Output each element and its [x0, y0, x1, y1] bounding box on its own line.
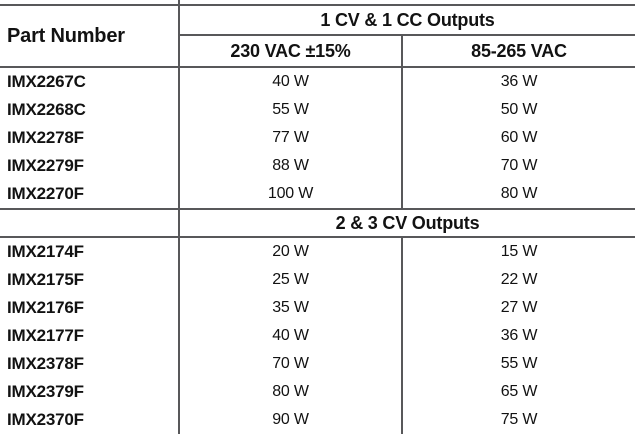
part-number-cell: IMX2278F [0, 124, 180, 152]
col-header-part-number: Part Number [0, 6, 180, 68]
column-divider-tick [178, 0, 180, 6]
watt-85-265vac-cell: 15 W [500, 243, 538, 260]
watt-85-265vac-cell: 80 W [500, 185, 538, 202]
watt-230vac-cell: 88 W [180, 152, 403, 180]
part-number-cell: IMX2268C [0, 96, 180, 124]
power-output-table: Part Number 1 CV & 1 CC Outputs 230 VAC … [0, 0, 635, 434]
watt-85-265vac-cell: 36 W [500, 73, 538, 90]
part-number-cell: IMX2267C [0, 68, 180, 96]
watt-85-265vac-cell: 36 W [500, 327, 538, 344]
watt-85-265vac-cell: 50 W [500, 101, 538, 118]
watt-85-265vac-cell: 60 W [500, 129, 538, 146]
part-number-cell: IMX2177F [0, 322, 180, 350]
col-header-230-vac: 230 VAC ±15% [180, 36, 403, 68]
part-number-cell: IMX2370F [0, 406, 180, 434]
part-number-cell: IMX2378F [0, 350, 180, 378]
watt-85-265vac-cell: 22 W [500, 271, 538, 288]
watt-85-265vac-cell: 65 W [500, 383, 538, 400]
watt-85-265vac-cell: 75 W [500, 411, 538, 428]
part-number-cell: IMX2379F [0, 378, 180, 406]
watt-230vac-cell: 40 W [180, 322, 403, 350]
watt-230vac-cell: 100 W [180, 180, 403, 208]
watt-85-265vac-cell: 55 W [500, 355, 538, 372]
group-header-1cv-1cc-outputs: 1 CV & 1 CC Outputs [180, 6, 635, 36]
section-header-spacer [0, 208, 180, 238]
watt-230vac-cell: 80 W [180, 378, 403, 406]
part-number-cell: IMX2174F [0, 238, 180, 266]
part-number-cell: IMX2175F [0, 266, 180, 294]
part-number-cell: IMX2279F [0, 152, 180, 180]
watt-230vac-cell: 90 W [180, 406, 403, 434]
watt-230vac-cell: 20 W [180, 238, 403, 266]
col-header-85-265-vac: 85-265 VAC [403, 36, 635, 68]
part-number-cell: IMX2270F [0, 180, 180, 208]
watt-85-265vac-cell: 70 W [500, 157, 538, 174]
watt-230vac-cell: 40 W [180, 68, 403, 96]
watt-230vac-cell: 25 W [180, 266, 403, 294]
watt-230vac-cell: 35 W [180, 294, 403, 322]
watt-85-265vac-cell: 27 W [500, 299, 538, 316]
part-number-cell: IMX2176F [0, 294, 180, 322]
watt-230vac-cell: 77 W [180, 124, 403, 152]
watt-230vac-cell: 55 W [180, 96, 403, 124]
group-header-2-3-cv-outputs: 2 & 3 CV Outputs [180, 208, 635, 238]
watt-230vac-cell: 70 W [180, 350, 403, 378]
